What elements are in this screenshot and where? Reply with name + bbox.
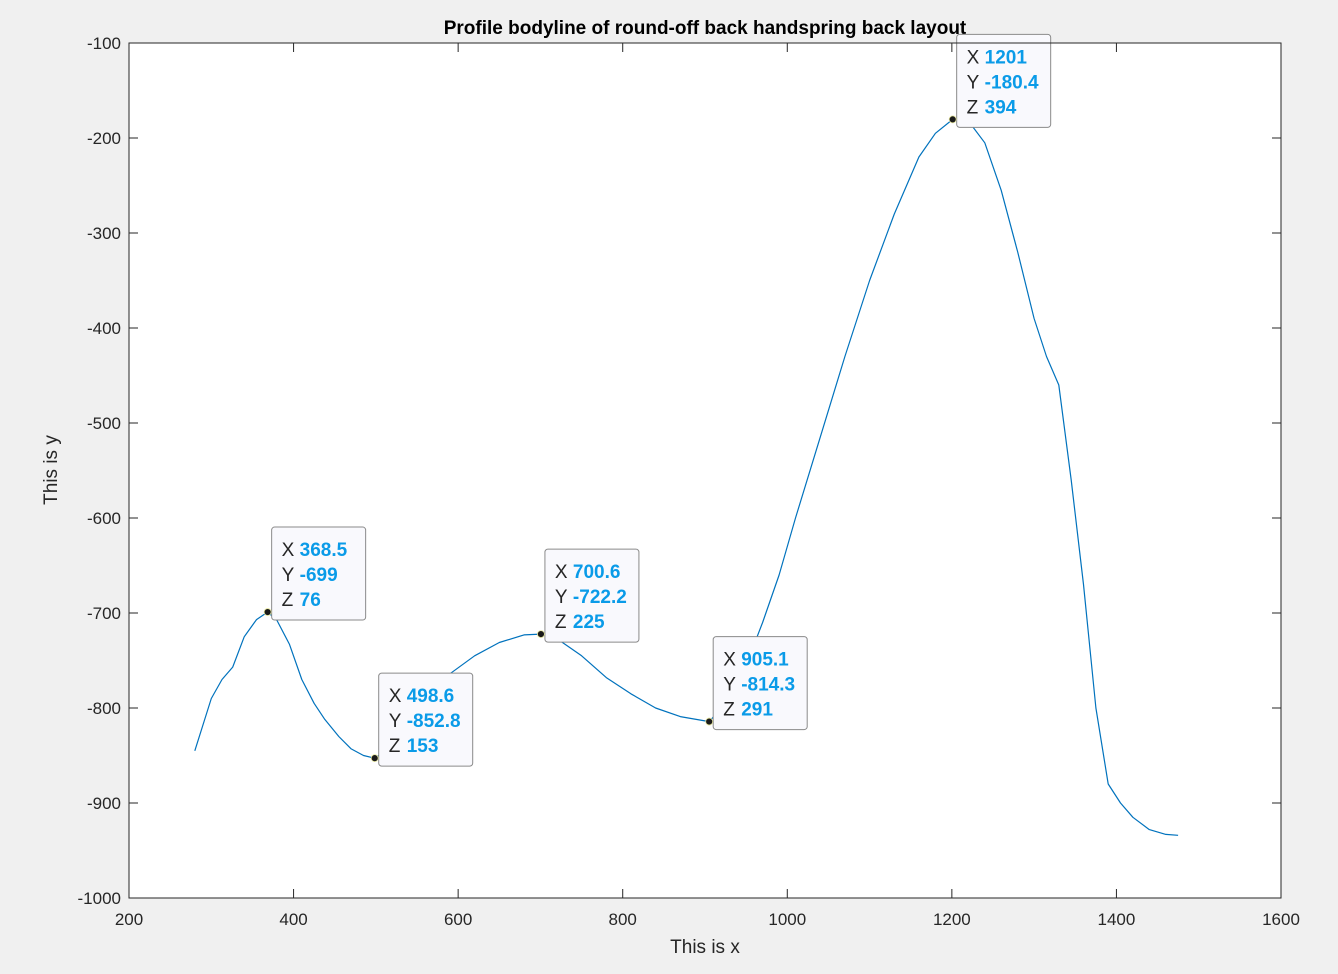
y-axis-label: This is y	[41, 435, 62, 505]
y-tick-label: -100	[87, 34, 121, 53]
datatip[interactable]: X 368.5Y -699 Z 76	[263, 526, 367, 621]
datatip[interactable]: X 905.1Y -814.3 Z 291	[705, 636, 808, 731]
datatip-box	[378, 672, 474, 767]
x-tick-label: 600	[444, 910, 472, 929]
x-tick-label: 800	[609, 910, 637, 929]
axis-ticks: 200 400 600 800 1000 1200 1400 1600 -100 -200 -300…	[78, 34, 1300, 929]
x-tick-label: 1600	[1262, 910, 1300, 929]
datatip-key-x: X	[282, 540, 295, 561]
datatip-key-z: Z	[282, 590, 294, 611]
y-tick-label: -500	[87, 414, 121, 433]
datatip-key-y: Y	[282, 565, 295, 586]
y-tick-label: -200	[87, 129, 121, 148]
datatip-box	[271, 526, 367, 621]
y-tick-label: -1000	[78, 889, 121, 908]
x-tick-label: 1200	[933, 910, 971, 929]
datatip-value-y: -699	[300, 565, 338, 586]
datatip-key-z: Z	[389, 736, 401, 757]
datatip-value-x: 1201	[985, 47, 1028, 68]
datatip-key-z: Z	[555, 612, 567, 633]
datatip-key-x: X	[967, 47, 980, 68]
y-tick-label: -900	[87, 794, 121, 813]
datatip-value-x: 700.6	[573, 562, 621, 583]
datatip-marker[interactable]	[537, 630, 545, 638]
datatip-key-x: X	[389, 686, 402, 707]
datatip-value-z: 291	[741, 700, 773, 721]
x-tick-label: 400	[279, 910, 307, 929]
datatip-value-y: -852.8	[407, 711, 461, 732]
datatip-key-x: X	[723, 650, 736, 671]
datatip-key-y: Y	[555, 587, 568, 608]
datatip-value-x: 368.5	[300, 540, 348, 561]
datatip[interactable]: X 700.6Y -722.2 Z 225	[537, 548, 640, 643]
datatip-key-z: Z	[967, 97, 979, 118]
y-tick-label: -600	[87, 509, 121, 528]
series-layer	[194, 118, 1179, 836]
datatip-marker[interactable]	[948, 115, 957, 124]
x-tick-label: 1000	[768, 910, 806, 929]
datatip-value-z: 394	[985, 97, 1017, 118]
plot-area[interactable]	[129, 43, 1281, 898]
datatip-value-y: -814.3	[741, 675, 795, 696]
y-tick-label: -400	[87, 319, 121, 338]
datatip-key-y: Y	[967, 72, 980, 93]
datatip-key-z: Z	[723, 700, 735, 721]
datatip-marker[interactable]	[705, 717, 714, 726]
datatip[interactable]: X 498.6Y -852.8 Z 153	[370, 672, 474, 767]
datatip-value-y: -722.2	[573, 587, 627, 608]
x-axis-label: This is x	[670, 937, 740, 958]
datatip-value-z: 153	[407, 736, 439, 757]
datatip-key-y: Y	[723, 675, 736, 696]
x-tick-label: 1400	[1098, 910, 1136, 929]
datatip-box	[544, 548, 640, 643]
chart-title: Profile bodyline of round-off back hands…	[444, 18, 967, 39]
datatip-value-x: 905.1	[741, 650, 789, 671]
plot-frame	[128, 42, 1282, 899]
datatip-value-y: -180.4	[985, 72, 1039, 93]
datatip-value-z: 76	[300, 590, 321, 611]
y-tick-label: -700	[87, 604, 121, 623]
datatip-marker[interactable]	[370, 754, 379, 763]
datatip-key-y: Y	[389, 711, 402, 732]
datatip-box	[712, 636, 808, 731]
datatip-marker[interactable]	[263, 608, 272, 616]
series-line	[194, 118, 1179, 836]
datatip-value-x: 498.6	[407, 686, 455, 707]
datatip-box	[956, 33, 1052, 128]
y-tick-label: -800	[87, 699, 121, 718]
x-tick-label: 200	[115, 910, 143, 929]
y-tick-label: -300	[87, 224, 121, 243]
datatip-value-z: 225	[573, 612, 605, 633]
datatip-key-x: X	[555, 562, 568, 583]
